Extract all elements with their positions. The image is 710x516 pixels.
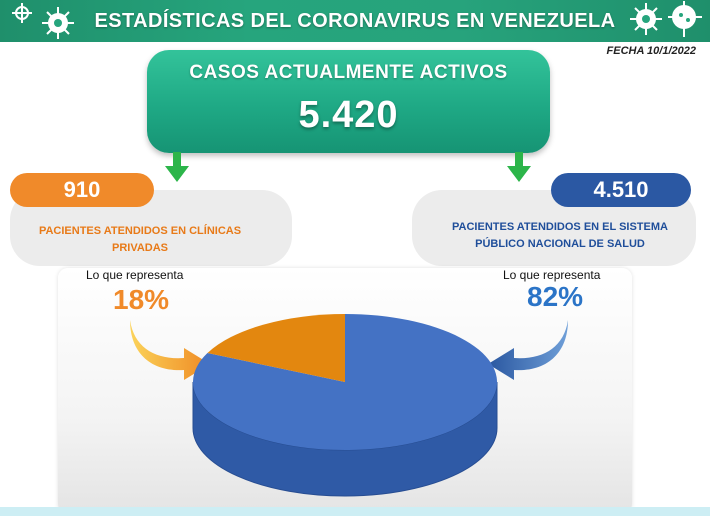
curved-arrow-icon — [130, 320, 210, 380]
pie-slice-private — [207, 314, 345, 382]
bottom-strip — [0, 507, 710, 516]
pie-chart — [192, 314, 498, 497]
arrow-down-icon — [507, 152, 531, 182]
private-label: PACIENTES ATENDIDOS EN CLÍNICAS PRIVADAS — [38, 225, 242, 254]
pie-slice-public — [193, 314, 498, 450]
active-cases-label: CASOS ACTUALMENTE ACTIVOS — [189, 62, 508, 83]
private-percent: 18% — [113, 284, 170, 315]
active-cases-card: CASOS ACTUALMENTE ACTIVOS 5.420 — [147, 50, 550, 153]
private-count-badge: 910 — [10, 173, 154, 207]
virus-icon — [12, 3, 74, 39]
curved-arrow-icon — [488, 320, 568, 380]
date-label: FECHA 10/1/2022 — [606, 45, 696, 57]
header-banner — [0, 0, 710, 42]
public-count-badge: 4.510 — [551, 173, 691, 207]
virus-icon — [630, 1, 702, 37]
active-cases-value: 5.420 — [298, 94, 399, 136]
public-label: PACIENTES ATENDIDOS EN EL SISTEMA PÚBLIC… — [452, 221, 668, 250]
page-title: ESTADÍSTICAS DEL CORONAVIRUS EN VENEZUEL… — [94, 10, 616, 32]
private-represents-label: Lo que representa — [86, 268, 184, 282]
public-percent: 82% — [527, 281, 584, 312]
public-represents-label: Lo que representa — [503, 268, 601, 282]
arrow-down-icon — [165, 152, 189, 182]
